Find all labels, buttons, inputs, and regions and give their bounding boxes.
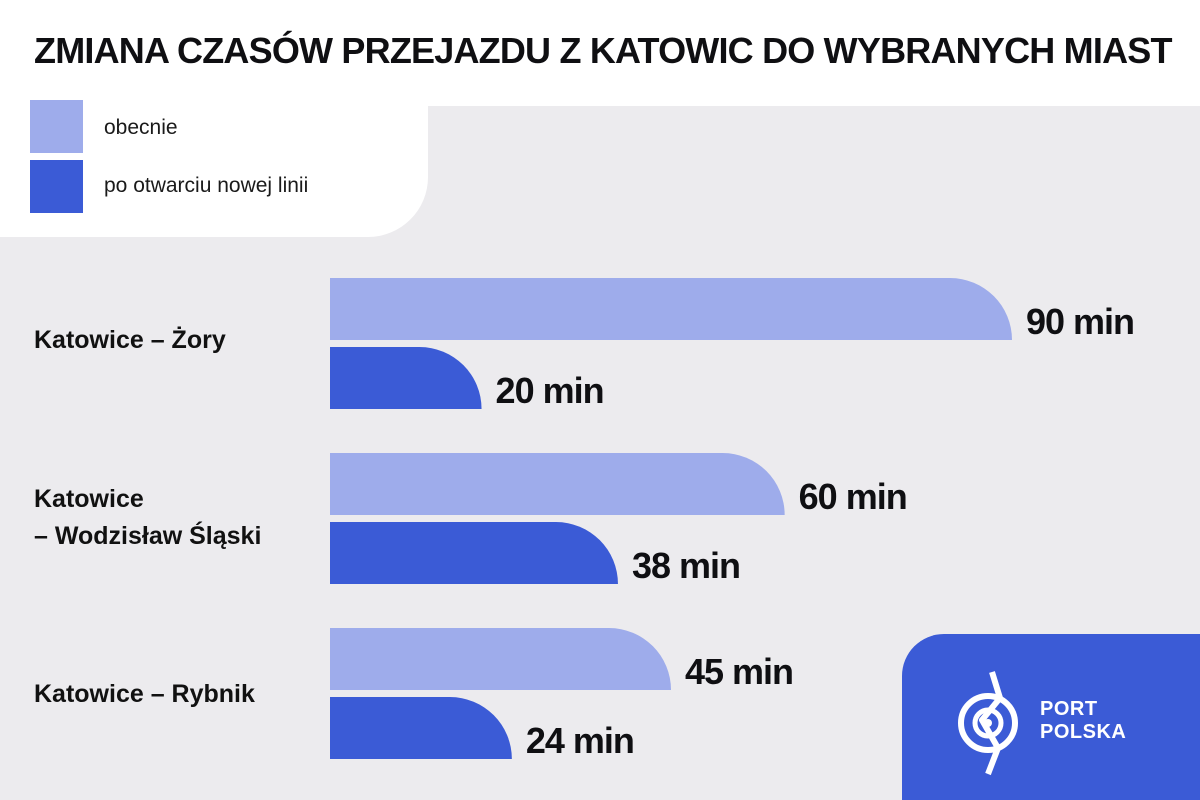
row-label-wodzislaw: Katowice – Wodzisław Śląski: [34, 481, 261, 555]
logo-text-line1: PORT: [1040, 698, 1098, 720]
row-label-rybnik: Katowice – Rybnik: [34, 676, 255, 713]
value-label-0-new-line: 20 min: [496, 370, 604, 411]
row-label-wodzislaw-line2: – Wodzisław Śląski: [34, 522, 262, 550]
bar-2-obecnie: [330, 628, 671, 690]
legend-swatch-obecnie: [30, 100, 83, 153]
bar-0-new-line: [330, 347, 482, 409]
logo-text-line2: POLSKA: [1040, 721, 1127, 743]
value-label-1-new-line: 38 min: [632, 545, 740, 586]
row-label-zory: Katowice – Żory: [34, 322, 226, 359]
legend-label-new-line: po otwarciu nowej linii: [104, 174, 309, 197]
row-label-wodzislaw-line1: Katowice: [34, 485, 144, 513]
legend: obecnie po otwarciu nowej linii: [0, 100, 428, 237]
value-label-2-new-line: 24 min: [526, 720, 634, 761]
bar-1-new-line: [330, 522, 618, 584]
logo-text: PORT POLSKA: [1040, 698, 1126, 744]
value-label-2-obecnie: 45 min: [685, 651, 793, 692]
legend-swatch-new-line: [30, 160, 83, 213]
bar-2-new-line: [330, 697, 512, 759]
bar-1-obecnie: [330, 453, 785, 515]
bar-0-obecnie: [330, 278, 1012, 340]
legend-label-obecnie: obecnie: [104, 116, 178, 139]
logo-badge: PORT POLSKA: [902, 634, 1200, 800]
value-label-1-obecnie: 60 min: [799, 476, 907, 517]
header: ZMIANA CZASÓW PRZEJAZDU Z KATOWIC DO WYB…: [0, 0, 1200, 106]
row-label-zory-line1: Katowice – Żory: [34, 326, 226, 354]
value-label-0-obecnie: 90 min: [1026, 301, 1134, 342]
port-polska-logo-icon: [958, 671, 1018, 776]
row-label-rybnik-line1: Katowice – Rybnik: [34, 680, 255, 708]
chart-title: ZMIANA CZASÓW PRZEJAZDU Z KATOWIC DO WYB…: [34, 30, 1172, 71]
